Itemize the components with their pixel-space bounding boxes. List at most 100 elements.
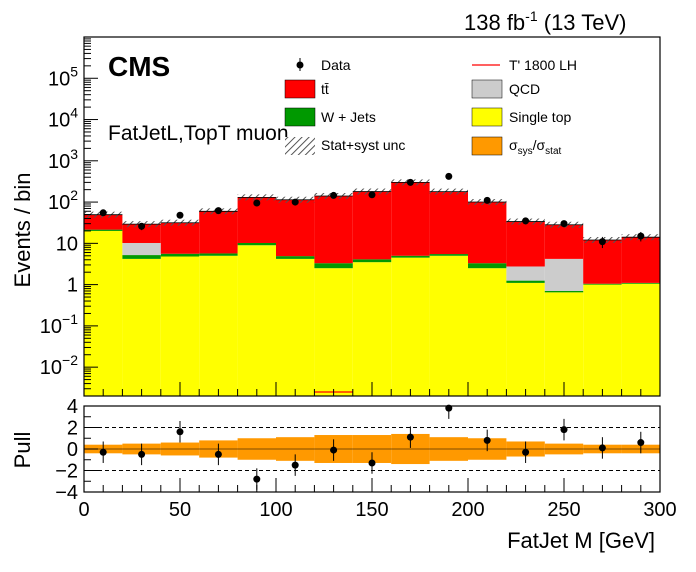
pull-point	[291, 461, 299, 469]
legend-entry-singletop: Single top	[471, 107, 571, 127]
legend-entry-signal: T' 1800 LH	[472, 57, 577, 73]
data-point	[406, 178, 414, 186]
singletop-bar	[199, 255, 238, 396]
singletop-bar	[621, 283, 660, 396]
pull-point	[560, 426, 568, 434]
pull-y-tick-label: 0	[67, 439, 78, 461]
y-tick-label: 103	[48, 146, 78, 173]
wjets-bar	[429, 254, 468, 256]
wjets-bar	[621, 282, 660, 284]
singletop-bar	[544, 292, 584, 396]
legend-ttbar-swatch	[284, 79, 316, 99]
x-tick-label: 250	[547, 499, 580, 521]
main-axes: 10−2 10−1 1 10 102 103 104 105	[40, 36, 661, 397]
data-point	[522, 217, 530, 225]
legend-entry-ratio: σsys/σstat	[471, 136, 562, 157]
pull-point	[99, 448, 107, 456]
legend-ratio-swatch	[471, 136, 503, 156]
wjets-bar	[544, 291, 584, 293]
ttbar-bar	[468, 202, 507, 264]
wjets-bar	[583, 283, 622, 285]
y-tick-label: 105	[48, 63, 78, 90]
singletop-bar	[122, 258, 161, 396]
stack-bars	[84, 179, 660, 396]
wjets-bar	[276, 256, 315, 259]
wjets-bar	[352, 259, 392, 263]
data-point	[99, 209, 107, 217]
data-point	[138, 222, 146, 230]
singletop-bar	[429, 255, 468, 396]
singletop-bar	[352, 262, 392, 396]
legend-label-qcd: QCD	[509, 81, 540, 97]
qcd-bar	[122, 242, 161, 256]
pull-point	[368, 459, 376, 467]
data-point	[291, 198, 299, 206]
singletop-bar	[160, 256, 200, 396]
pull-point	[138, 450, 146, 458]
ttbar-bar	[621, 237, 660, 283]
legend-unc-hatch	[285, 137, 315, 155]
wjets-bar	[237, 242, 276, 246]
wjets-bar	[506, 280, 545, 283]
data-point	[330, 191, 338, 199]
qcd-bar	[506, 266, 545, 281]
ttbar-bar	[506, 221, 545, 267]
channel-label: FatJetL,TopT muon	[108, 122, 289, 145]
pull-point	[176, 428, 184, 436]
ttbar-bar	[429, 191, 468, 255]
legend-entry-qcd: QCD	[471, 79, 540, 99]
y-tick-label: 10−1	[40, 311, 78, 338]
data-point	[214, 207, 222, 215]
wjets-bar	[199, 253, 238, 256]
legend-label-ttbar: tt̄	[321, 81, 329, 97]
pull-y-tick-label: −4	[55, 482, 78, 504]
wjets-bar	[84, 229, 123, 231]
pull-y-tick-label: 2	[67, 418, 78, 440]
legend-data-marker	[296, 61, 304, 69]
data-point	[560, 220, 568, 228]
ttbar-bar	[199, 211, 238, 254]
pull-y-tick-label: −2	[55, 461, 78, 483]
ttbar-bar	[314, 196, 353, 264]
ttbar-bar	[84, 214, 123, 230]
pull-point	[483, 436, 491, 444]
data-points	[99, 172, 645, 249]
legend: Data T' 1800 LH tt̄ QCD W + Jets Single …	[284, 57, 577, 157]
x-tick-label: 100	[259, 499, 292, 521]
pull-point	[253, 475, 261, 483]
x-tick-label: 150	[355, 499, 388, 521]
y-tick-label: 1	[67, 275, 78, 297]
pull-point	[598, 444, 606, 452]
cms-label: CMS	[108, 51, 170, 82]
pull-axis-label: Pull	[10, 432, 35, 469]
data-point	[598, 238, 606, 246]
ttbar-bar	[122, 224, 161, 243]
singletop-bar	[468, 268, 507, 396]
data-point	[637, 232, 645, 240]
legend-entry-wjets: W + Jets	[284, 107, 376, 127]
wjets-bar	[160, 253, 200, 257]
legend-label-data: Data	[321, 57, 351, 73]
legend-label-wjets: W + Jets	[321, 109, 376, 125]
data-point	[483, 196, 491, 204]
singletop-bar	[237, 245, 276, 396]
pull-point	[330, 446, 338, 454]
pull-point	[406, 433, 414, 441]
y-axis-label: Events / bin	[10, 173, 35, 288]
data-point	[176, 211, 184, 219]
singletop-bar	[276, 258, 315, 396]
legend-label-signal: T' 1800 LH	[509, 57, 577, 73]
data-point	[253, 199, 261, 207]
y-tick-label: 104	[48, 105, 78, 132]
legend-entry-ttbar: tt̄	[284, 79, 329, 99]
legend-label-unc: Stat+syst unc	[321, 137, 405, 153]
pull-point	[637, 439, 645, 447]
data-point	[445, 172, 453, 180]
wjets-bar	[122, 255, 161, 259]
pull-y-tick-label: 4	[67, 396, 78, 418]
legend-label-singletop: Single top	[509, 109, 571, 125]
legend-wjets-swatch	[284, 107, 316, 127]
